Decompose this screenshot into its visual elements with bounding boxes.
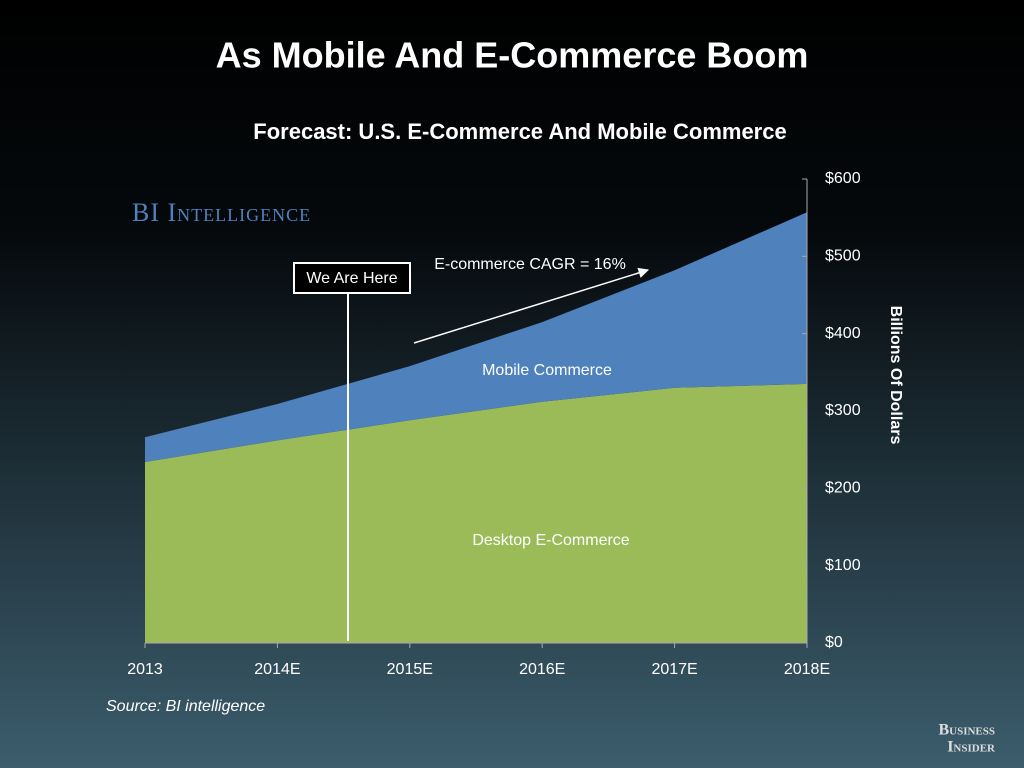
growth-label: E-commerce CAGR = 16% <box>434 256 626 273</box>
y-tick-label: $300 <box>825 402 861 419</box>
area <box>145 212 807 463</box>
x-tick-label: 2016E <box>519 661 565 678</box>
y-tick-label: $500 <box>825 248 861 265</box>
growth-arrow <box>413 267 650 344</box>
series-label: Desktop E-Commerce <box>472 532 629 549</box>
x-tick-label: 2014E <box>254 661 300 678</box>
x-tick-label: 2013 <box>127 661 163 678</box>
y-axis-label: Billions Of Dollars <box>887 306 904 445</box>
x-tick-label: 2018E <box>784 661 830 678</box>
series-label: Mobile Commerce <box>482 362 612 379</box>
brand-footer: Insider <box>947 739 996 756</box>
y-tick-label: $200 <box>825 480 861 497</box>
y-tick-label: $600 <box>825 170 861 187</box>
marker-box <box>293 262 411 294</box>
brand-logo: BI Intelligence <box>132 198 311 227</box>
marker-label: We Are Here <box>306 270 397 287</box>
subtitle: Forecast: U.S. E-Commerce And Mobile Com… <box>253 119 786 144</box>
title: As Mobile And E-Commerce Boom <box>216 35 809 76</box>
brand-footer: Business <box>938 722 995 739</box>
y-tick-label: $0 <box>825 634 843 651</box>
x-tick-label: 2015E <box>387 661 433 678</box>
plot: Desktop E-Commerce Mobile Commerce $0 $100 $… <box>127 170 904 678</box>
area <box>145 383 807 643</box>
source: Source: BI intelligence <box>106 698 265 715</box>
x-tick-label: 2017E <box>651 661 697 678</box>
y-tick-label: $400 <box>825 325 861 342</box>
y-tick-label: $100 <box>825 557 861 574</box>
